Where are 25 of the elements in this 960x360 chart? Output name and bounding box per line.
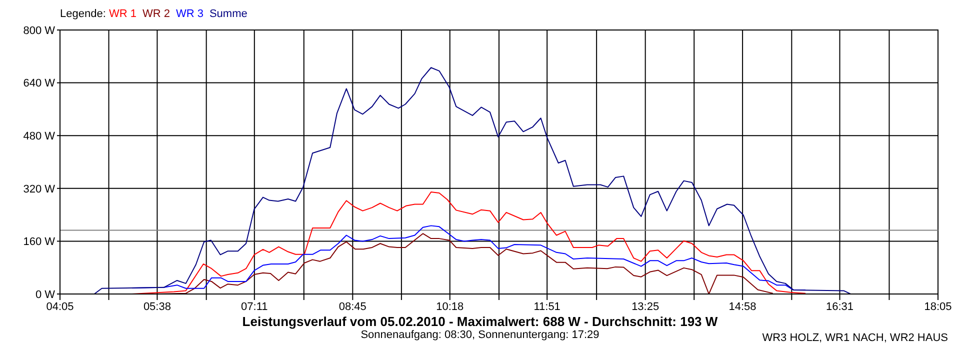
text: Leistungsverlauf vom 05.02.2010 - Maximalwert: 688 W - Durchschnitt: 193 W — [241, 314, 719, 329]
y-tick-label: 480 W — [23, 130, 56, 143]
legend-title: Legende: — [60, 8, 107, 20]
y-tick-label: 160 W — [23, 236, 56, 248]
x-tick-label: 04:05 — [46, 300, 74, 313]
text: WR 1 — [108, 8, 136, 20]
y-tick-label: 0 W — [35, 288, 56, 301]
text: WR 2 — [142, 8, 170, 20]
y-tick-label: 800 W — [23, 24, 56, 37]
text: WR3 HOLZ, WR1 NACH, WR2 HAUS — [762, 332, 948, 344]
text: WR 3 — [176, 8, 204, 20]
line-series — [94, 67, 852, 294]
x-tick-label: 18:05 — [924, 300, 952, 313]
y-tick-label: 640 W — [23, 78, 56, 90]
text: Sonnenaufgang: 08:30, Sonnenuntergang: 17:29 — [360, 329, 600, 341]
y-tick-label: 320 W — [23, 183, 56, 196]
x-tick-label: 07:11 — [241, 300, 268, 313]
x-tick-label: 16:31 — [826, 300, 854, 313]
x-tick-label: 08:45 — [338, 300, 366, 313]
x-tick-label: 05:38 — [143, 300, 171, 313]
x-tick-label: 11:51 — [534, 300, 560, 313]
x-tick-label: 14:58 — [728, 300, 756, 313]
text: Summe — [209, 8, 248, 20]
x-tick-label: 13:25 — [632, 300, 660, 313]
x-tick-label: 10:18 — [436, 300, 464, 313]
